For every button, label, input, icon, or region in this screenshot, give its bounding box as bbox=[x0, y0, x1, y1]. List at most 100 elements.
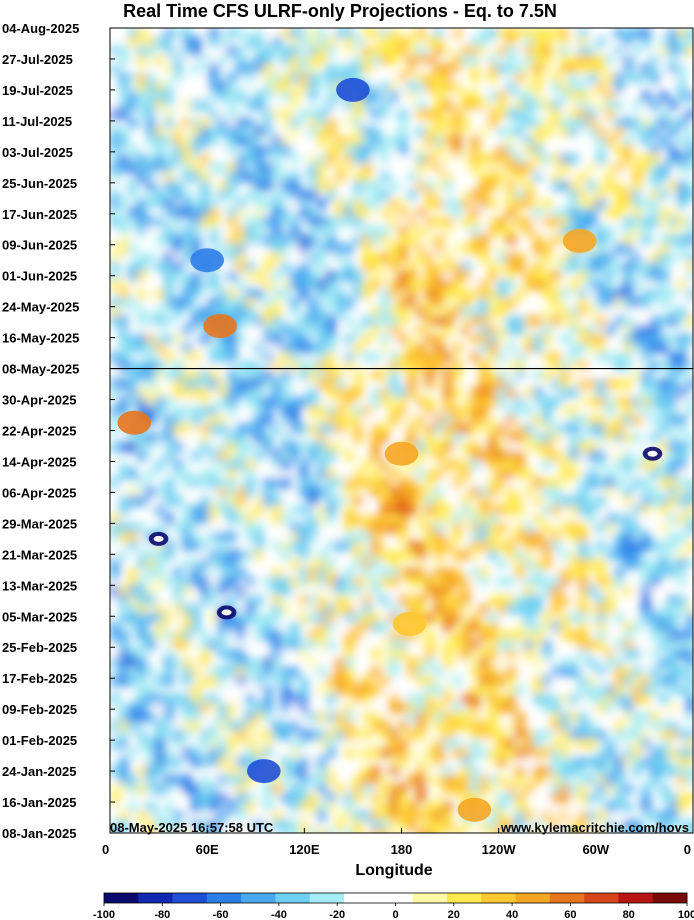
heat-cell bbox=[452, 82, 462, 92]
heat-cell bbox=[614, 811, 624, 821]
heat-cell bbox=[371, 154, 381, 164]
heat-cell bbox=[578, 568, 588, 578]
heat-cell bbox=[425, 199, 435, 209]
heat-cell bbox=[560, 550, 570, 560]
heat-cell bbox=[236, 388, 246, 398]
heat-cell bbox=[245, 712, 255, 722]
heat-cell bbox=[497, 442, 507, 452]
heat-cell bbox=[191, 100, 201, 110]
heat-cell bbox=[551, 739, 561, 749]
heat-cell bbox=[236, 235, 246, 245]
heat-cell bbox=[137, 595, 147, 605]
heat-cell bbox=[641, 487, 651, 497]
heat-cell bbox=[641, 217, 651, 227]
heat-cell bbox=[218, 784, 228, 794]
y-tick-label: 21-Mar-2025 bbox=[2, 547, 77, 562]
heat-cell bbox=[164, 154, 174, 164]
heat-cell bbox=[488, 163, 498, 173]
heat-cell bbox=[119, 100, 129, 110]
heat-cell bbox=[218, 541, 228, 551]
heat-cell bbox=[668, 406, 678, 416]
heat-cell bbox=[398, 46, 408, 56]
heat-cell bbox=[263, 550, 273, 560]
heat-cell bbox=[416, 766, 426, 776]
heat-cell bbox=[146, 154, 156, 164]
heat-cell bbox=[110, 658, 120, 668]
heat-cell bbox=[569, 280, 579, 290]
heat-cell bbox=[263, 253, 273, 263]
heat-cell bbox=[659, 163, 669, 173]
heat-cell bbox=[515, 496, 525, 506]
heat-cell bbox=[551, 73, 561, 83]
heat-cell bbox=[200, 802, 210, 812]
heat-cell bbox=[605, 253, 615, 263]
heat-cell bbox=[533, 685, 543, 695]
heat-cell bbox=[173, 181, 183, 191]
heat-cell bbox=[290, 424, 300, 434]
heat-cell bbox=[281, 685, 291, 695]
heat-cell bbox=[641, 505, 651, 515]
heat-cell bbox=[515, 766, 525, 776]
heat-cell bbox=[605, 424, 615, 434]
heat-cell bbox=[362, 748, 372, 758]
heat-cell bbox=[353, 370, 363, 380]
heat-cell bbox=[641, 388, 651, 398]
heat-cell bbox=[587, 424, 597, 434]
heat-cell bbox=[272, 514, 282, 524]
heat-cell bbox=[389, 802, 399, 812]
heat-cell bbox=[542, 118, 552, 128]
heat-cell bbox=[434, 199, 444, 209]
heat-cell bbox=[587, 640, 597, 650]
heat-cell bbox=[173, 361, 183, 371]
heat-cell bbox=[488, 478, 498, 488]
field-texture bbox=[110, 28, 693, 833]
heat-cell bbox=[515, 109, 525, 119]
heat-cell bbox=[524, 433, 534, 443]
heat-cell bbox=[506, 541, 516, 551]
heat-cell bbox=[470, 64, 480, 74]
heat-cell bbox=[425, 712, 435, 722]
heat-cell bbox=[209, 532, 219, 542]
heat-cell bbox=[272, 496, 282, 506]
heat-cell bbox=[479, 289, 489, 299]
heat-cell bbox=[173, 235, 183, 245]
heat-cell bbox=[506, 208, 516, 218]
heat-cell bbox=[416, 721, 426, 731]
heat-cell bbox=[560, 424, 570, 434]
heat-cell bbox=[425, 235, 435, 245]
heat-cell bbox=[560, 64, 570, 74]
heat-cell bbox=[623, 523, 633, 533]
heat-cell bbox=[218, 478, 228, 488]
heat-cell bbox=[677, 334, 687, 344]
heat-cell bbox=[533, 28, 543, 38]
heat-cell bbox=[668, 721, 678, 731]
heat-cell bbox=[389, 307, 399, 317]
heat-cell bbox=[164, 352, 174, 362]
heat-cell bbox=[299, 280, 309, 290]
heat-cell bbox=[371, 109, 381, 119]
heat-cell bbox=[461, 199, 471, 209]
heat-cell bbox=[452, 127, 462, 137]
heat-cell bbox=[119, 280, 129, 290]
heat-cell bbox=[191, 37, 201, 47]
heat-cell bbox=[155, 784, 165, 794]
heat-cell bbox=[227, 145, 237, 155]
heat-cell bbox=[362, 316, 372, 326]
heat-cell bbox=[506, 433, 516, 443]
heat-cell bbox=[569, 118, 579, 128]
heat-cell bbox=[218, 46, 228, 56]
heat-cell bbox=[227, 496, 237, 506]
heat-cell bbox=[200, 811, 210, 821]
heat-cell bbox=[146, 757, 156, 767]
heat-cell bbox=[650, 118, 660, 128]
heat-cell bbox=[389, 262, 399, 272]
heat-cell bbox=[308, 640, 318, 650]
heat-cell bbox=[650, 208, 660, 218]
heat-cell bbox=[344, 352, 354, 362]
heat-cell bbox=[578, 721, 588, 731]
heat-cell bbox=[299, 577, 309, 587]
heat-cell bbox=[254, 370, 264, 380]
heat-cell bbox=[326, 433, 336, 443]
heat-cell bbox=[299, 802, 309, 812]
heat-cell bbox=[542, 649, 552, 659]
